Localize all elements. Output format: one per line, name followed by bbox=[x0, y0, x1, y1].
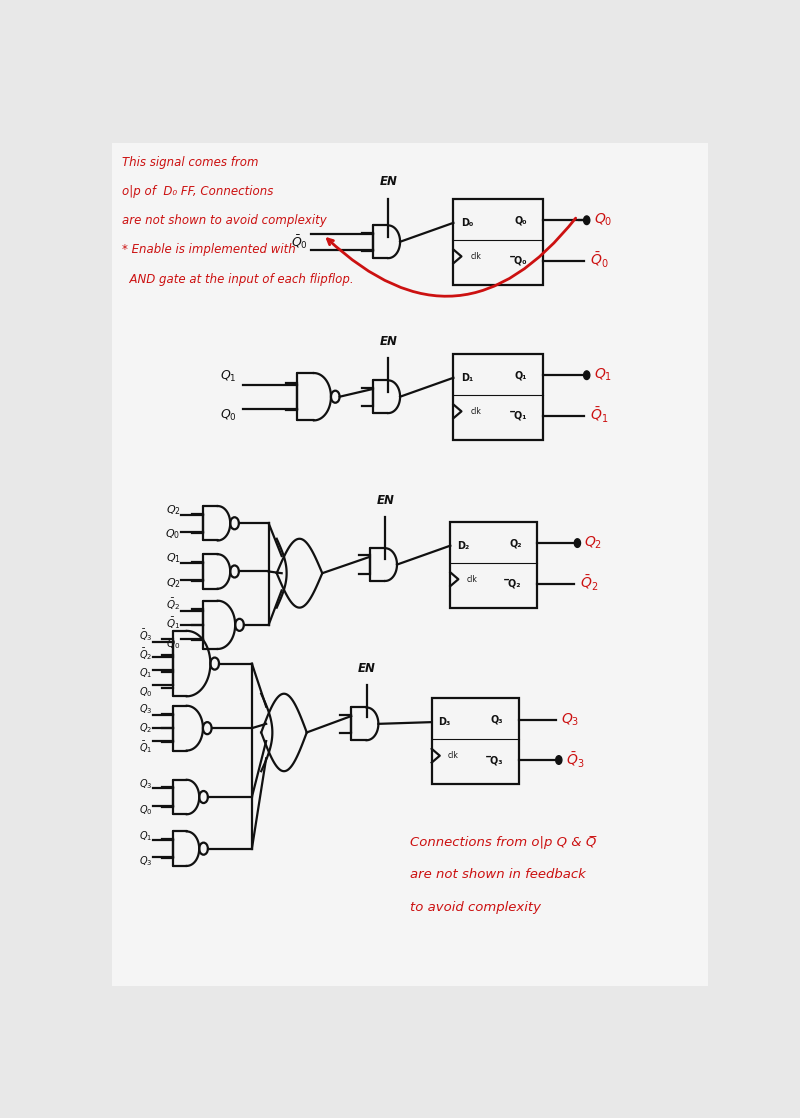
Text: $Q_2$: $Q_2$ bbox=[166, 503, 181, 518]
Text: clk: clk bbox=[466, 575, 478, 584]
Text: $\bar{Q}_3$: $\bar{Q}_3$ bbox=[566, 750, 584, 769]
Text: $Q_3$: $Q_3$ bbox=[139, 777, 153, 792]
Text: This signal comes from: This signal comes from bbox=[122, 155, 258, 169]
Text: * Enable is implemented with: * Enable is implemented with bbox=[122, 244, 295, 256]
Text: EN: EN bbox=[376, 494, 394, 506]
Text: ̅Q₁: ̅Q₁ bbox=[514, 410, 527, 420]
Text: $Q_1$: $Q_1$ bbox=[594, 367, 612, 383]
Text: $Q_0$: $Q_0$ bbox=[594, 212, 612, 228]
Text: $\bar{Q}_1$: $\bar{Q}_1$ bbox=[166, 615, 181, 631]
Text: $Q_2$: $Q_2$ bbox=[139, 721, 153, 735]
Circle shape bbox=[584, 371, 590, 379]
Text: EN: EN bbox=[358, 662, 375, 675]
Text: ̅Q₀: ̅Q₀ bbox=[514, 256, 527, 266]
Text: $\bar{Q}_0$: $\bar{Q}_0$ bbox=[590, 252, 608, 271]
Text: $Q_0$: $Q_0$ bbox=[219, 408, 237, 424]
Bar bbox=[432, 698, 518, 784]
Circle shape bbox=[574, 539, 581, 548]
Text: are not shown in feedback: are not shown in feedback bbox=[410, 869, 586, 881]
Text: are not shown to avoid complexity: are not shown to avoid complexity bbox=[122, 215, 326, 227]
Bar bbox=[454, 199, 543, 285]
Text: $Q_3$: $Q_3$ bbox=[561, 711, 579, 728]
Text: to avoid complexity: to avoid complexity bbox=[410, 901, 541, 915]
Text: $Q_3$: $Q_3$ bbox=[139, 702, 153, 717]
Text: $Q_0$: $Q_0$ bbox=[139, 803, 153, 817]
Bar bbox=[454, 353, 543, 439]
Text: $\bar{Q}_1$: $\bar{Q}_1$ bbox=[590, 406, 608, 425]
Text: $\bar{Q}_0$: $\bar{Q}_0$ bbox=[290, 233, 308, 250]
Text: D₁: D₁ bbox=[461, 372, 473, 382]
Text: Connections from o|p Q & Q̅: Connections from o|p Q & Q̅ bbox=[410, 836, 596, 849]
Text: ̅Q₃: ̅Q₃ bbox=[490, 755, 503, 765]
Circle shape bbox=[584, 216, 590, 225]
Text: Q₁: Q₁ bbox=[514, 370, 527, 380]
Text: $Q_1$: $Q_1$ bbox=[139, 828, 153, 843]
Text: $Q_1$: $Q_1$ bbox=[139, 666, 153, 680]
Text: clk: clk bbox=[470, 252, 482, 260]
Text: EN: EN bbox=[379, 176, 398, 189]
Text: Q₀: Q₀ bbox=[514, 216, 527, 225]
Text: Q₂: Q₂ bbox=[509, 538, 522, 548]
Text: AND gate at the input of each flipflop.: AND gate at the input of each flipflop. bbox=[122, 273, 354, 286]
Circle shape bbox=[556, 756, 562, 765]
Text: Q₃: Q₃ bbox=[490, 714, 503, 724]
Text: D₃: D₃ bbox=[438, 717, 451, 727]
Text: $\bar{Q}_2$: $\bar{Q}_2$ bbox=[166, 596, 181, 613]
Bar bbox=[450, 521, 537, 608]
Text: clk: clk bbox=[448, 751, 459, 760]
Text: D₂: D₂ bbox=[457, 541, 470, 551]
Text: clk: clk bbox=[470, 407, 482, 416]
Text: $Q_1$: $Q_1$ bbox=[220, 369, 237, 383]
Text: $Q_0$: $Q_0$ bbox=[139, 685, 153, 699]
Text: $Q_1$: $Q_1$ bbox=[166, 551, 181, 566]
Text: EN: EN bbox=[379, 334, 398, 348]
Text: $\bar{Q}_2$: $\bar{Q}_2$ bbox=[139, 646, 153, 662]
Text: $Q_2$: $Q_2$ bbox=[166, 576, 181, 589]
Text: $\bar{Q}_3$: $\bar{Q}_3$ bbox=[139, 627, 153, 643]
Text: D₀: D₀ bbox=[461, 218, 473, 228]
Text: $\bar{Q}_2$: $\bar{Q}_2$ bbox=[581, 574, 598, 594]
Text: $Q_2$: $Q_2$ bbox=[584, 534, 602, 551]
Text: $Q_0$: $Q_0$ bbox=[166, 528, 181, 541]
Text: $Q_0$: $Q_0$ bbox=[166, 637, 181, 651]
Text: $\bar{Q}_1$: $\bar{Q}_1$ bbox=[139, 739, 153, 755]
Text: o|p of  D₀ FF, Connections: o|p of D₀ FF, Connections bbox=[122, 184, 273, 198]
Text: $Q_3$: $Q_3$ bbox=[139, 854, 153, 869]
Text: ̅Q₂: ̅Q₂ bbox=[509, 578, 522, 588]
